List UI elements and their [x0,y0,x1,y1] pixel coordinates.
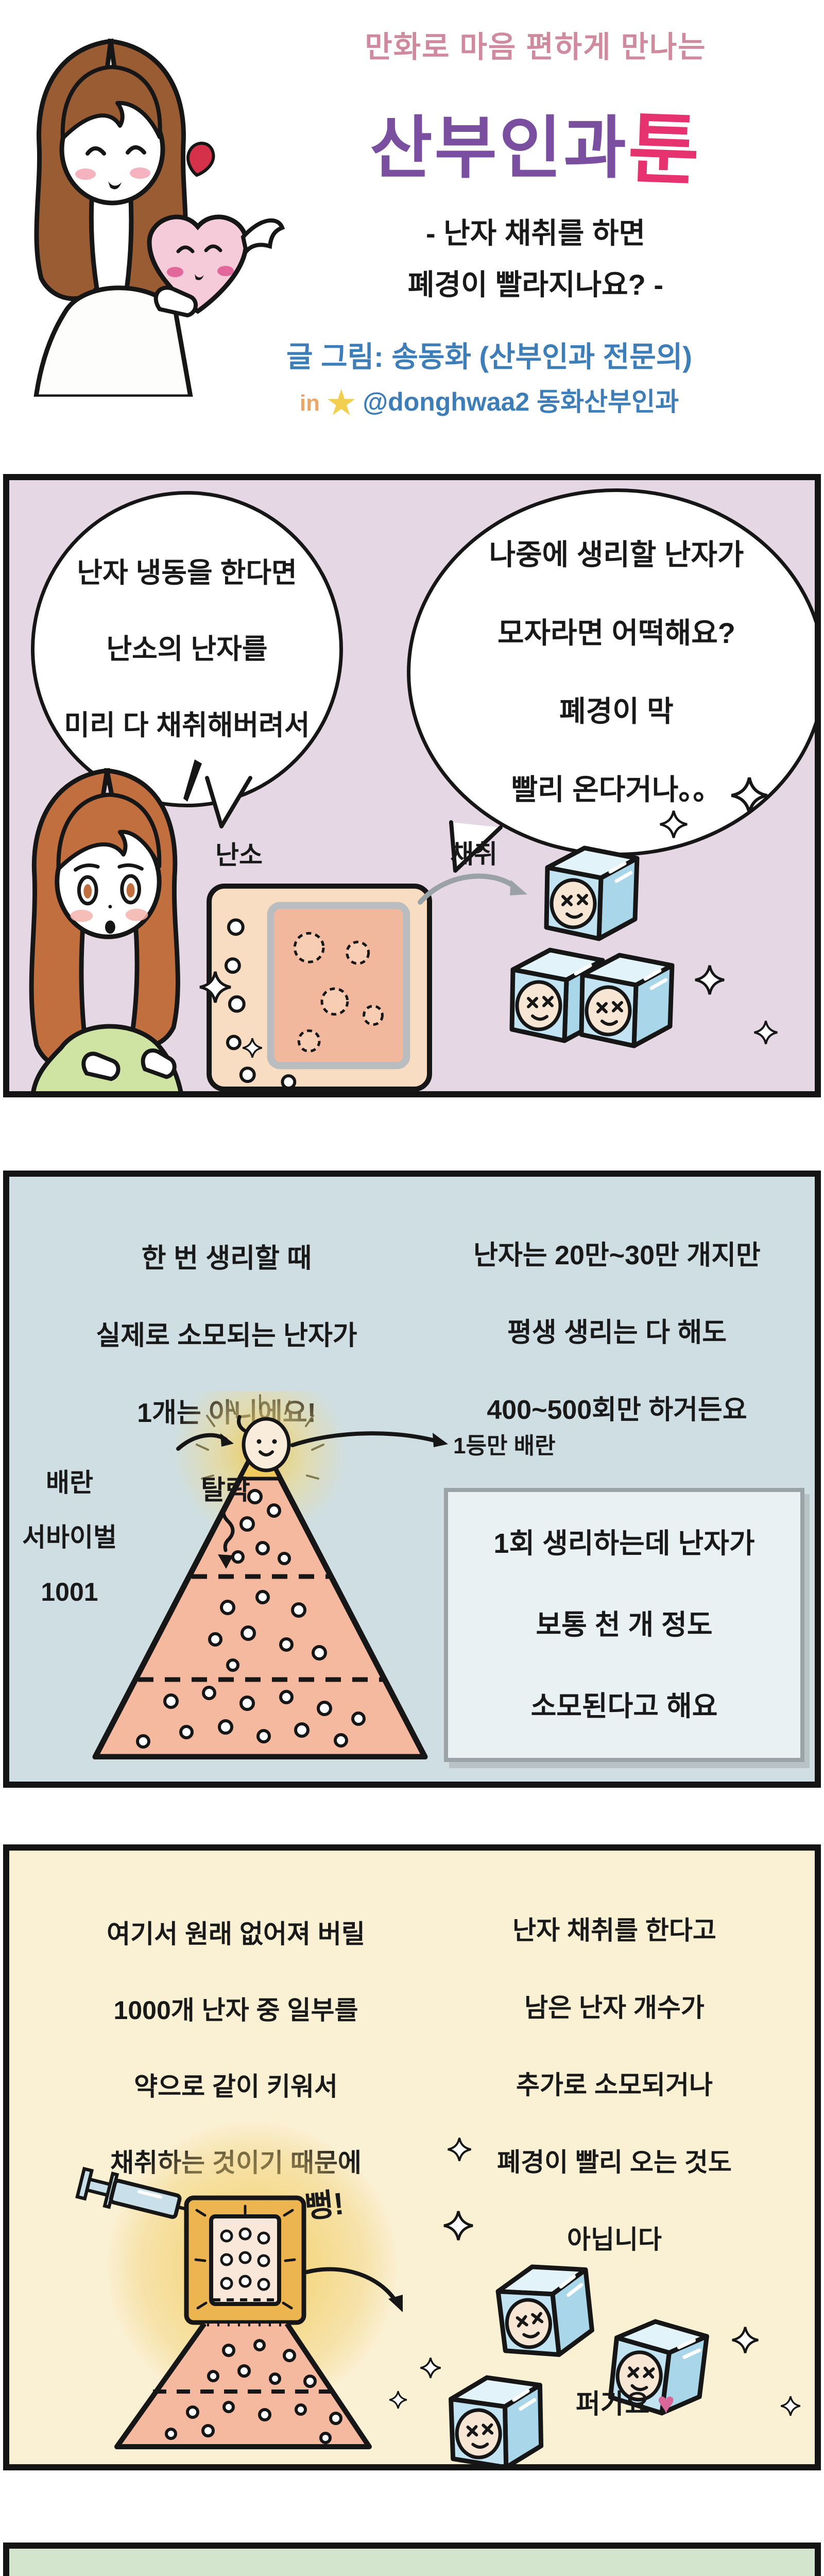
syringe-icon [75,2166,211,2219]
sparkle-icon [695,965,725,995]
handle-text: @donghwaa2 동화산부인과 [363,387,679,416]
frozen-egg-cube [544,845,640,941]
small-heart-icon [186,142,215,177]
bubble-line: 난자 냉동을 한다면 [77,557,297,588]
text-line: 남은 난자 개수가 [524,1993,705,2022]
panel3-right-text: 난자 채취를 한다고 남은 난자 개수가 추가로 소모되거나 폐경이 빨리 오는… [416,1892,813,2278]
winner-arrow-icon [290,1431,448,1447]
panel-2: 한 번 생리할 때 실제로 소모되는 난자가 1개는 아니에요! 난자는 20만… [3,1171,821,1788]
panel-1: 난자 냉동을 한다면 난소의 난자를 미리 다 채취해버려서 나중에 생리할 난… [3,474,821,1097]
harvest-label: 채취 [450,840,497,869]
info-line: 보통 천 개 정도 [536,1609,713,1640]
caption-line: 배란 [46,1468,93,1497]
winner-label: 1등만 배란 [453,1433,556,1459]
text-line: 추가로 소모되거나 [516,2071,713,2099]
panel-4: 다만 호르몬 약을 세게 투여하게 되니까 관련한 부작용이 있어요 살이 찌는… [3,2543,821,2576]
text-line: 400~500회만 하거든요 [487,1395,747,1425]
header-tagline: 만화로 마음 편하게 만나는 [365,30,707,64]
text-line: 약으로 같이 키워서 [134,2072,338,2101]
bubble-line: 미리 다 채취해버려서 [64,710,310,741]
bubble-line: 모자라면 어떡해요? [497,617,735,649]
instagram-handle-row: in ★ @donghwaa2 동화산부인과 [154,381,824,421]
bubble-tail-left [205,776,252,828]
sparkle-icon [732,2327,759,2353]
pop-arrow-icon [305,2267,403,2312]
dropout-arrow-icon [218,1502,235,1569]
info-line: 소모된다고 해요 [530,1691,718,1722]
take-away-text: 퍼가요 [576,2389,650,2419]
harvest-arrow-icon [418,873,527,905]
heart-icon: ♥ [657,2386,675,2420]
sparkle-icon [242,1038,263,1058]
bubble-line: 나중에 생리할 난자가 [489,538,744,571]
winner-egg-character [237,1415,291,1472]
sparkle-icon [199,971,231,1003]
heart-wing [241,218,285,256]
frozen-egg-cube [449,2375,544,2464]
bubble-line: 난소의 난자를 [106,634,268,665]
page-title: 산부인과툰 [247,82,824,195]
sparkle-icon [660,810,688,838]
frozen-egg-cube [495,2264,594,2357]
caption-line: 서바이벌 [22,1523,117,1552]
take-away-label: 퍼가요 ♥ [576,2382,675,2421]
pyramid-caption: 배란 서바이벌 1001 [21,1455,118,1619]
caption-line: 1001 [41,1578,98,1606]
text-line: 아닙니다 [567,2225,662,2254]
surprised-woman [29,768,183,1091]
sparkle-icon [448,2138,471,2161]
text-line: 폐경이 빨리 오는 것도 [497,2148,732,2177]
bubble-line: 빨리 온다거나。。 [511,773,722,806]
title-accent: 툰 [626,105,703,195]
text-line: 난자는 20만~30만 개지만 [473,1241,761,1270]
sparkle-icon [754,1021,778,1044]
sparkle-icon [731,777,768,814]
doctor-mascot-with-heart [33,38,285,397]
info-box: 1회 생리하는데 난자가 보통 천 개 정도 소모된다고 해요 [444,1488,804,1762]
text-line: 1000개 난자 중 일부를 [113,1996,358,2025]
text-line: 난자 채취를 한다고 [512,1916,716,1945]
harvested-tier-box [184,2195,306,2325]
speech-bubble-left: 난자 냉동을 한다면 난소의 난자를 미리 다 채취해버려서 [31,491,343,807]
text-line: 실제로 소모되는 난자가 [96,1321,357,1351]
apex-arrow-icon [176,1433,234,1451]
sparkle-icon [389,2391,407,2409]
frozen-egg-cube [579,953,675,1048]
subtitle-line-1: - 난자 채취를 하면 [426,217,645,249]
sparkle-icon [780,2396,801,2416]
ovary-diagram [207,883,432,1091]
text-line: 여기서 원래 없어져 버릴 [107,1920,365,1948]
subtitle-line-2: 폐경이 빨라지나요? - [407,268,664,301]
title-main: 산부인과 [370,110,628,186]
text-line: 한 번 생리할 때 [141,1244,312,1274]
bubble-tail-right [449,820,503,873]
panel2-right-text: 난자는 20만~30만 개지만 평생 생리는 다 해도 400~500회만 하거… [421,1217,813,1449]
sparkle-icon [420,2358,441,2378]
pop-label: 뻥! [303,2186,346,2225]
sparkle-icon [443,2211,473,2241]
author-credit: 글 그림: 송동화 (산부인과 전문의) [286,341,692,373]
ovary-label: 난소 [215,841,263,870]
in-label: in [299,391,320,416]
bubble-line: 폐경이 막 [559,695,674,727]
star-icon: ★ [327,385,356,421]
info-line: 1회 생리하는데 난자가 [493,1528,755,1559]
dropout-label: 탈락 [201,1476,250,1505]
panel-3: 여기서 원래 없어져 버릴 1000개 난자 중 일부를 약으로 같이 키워서 … [3,1844,821,2470]
pyramid-trunk [114,2322,372,2449]
text-line: 평생 생리는 다 해도 [507,1318,727,1348]
surprise-mark-icon [183,759,202,802]
frozen-egg-cube [608,2319,709,2416]
